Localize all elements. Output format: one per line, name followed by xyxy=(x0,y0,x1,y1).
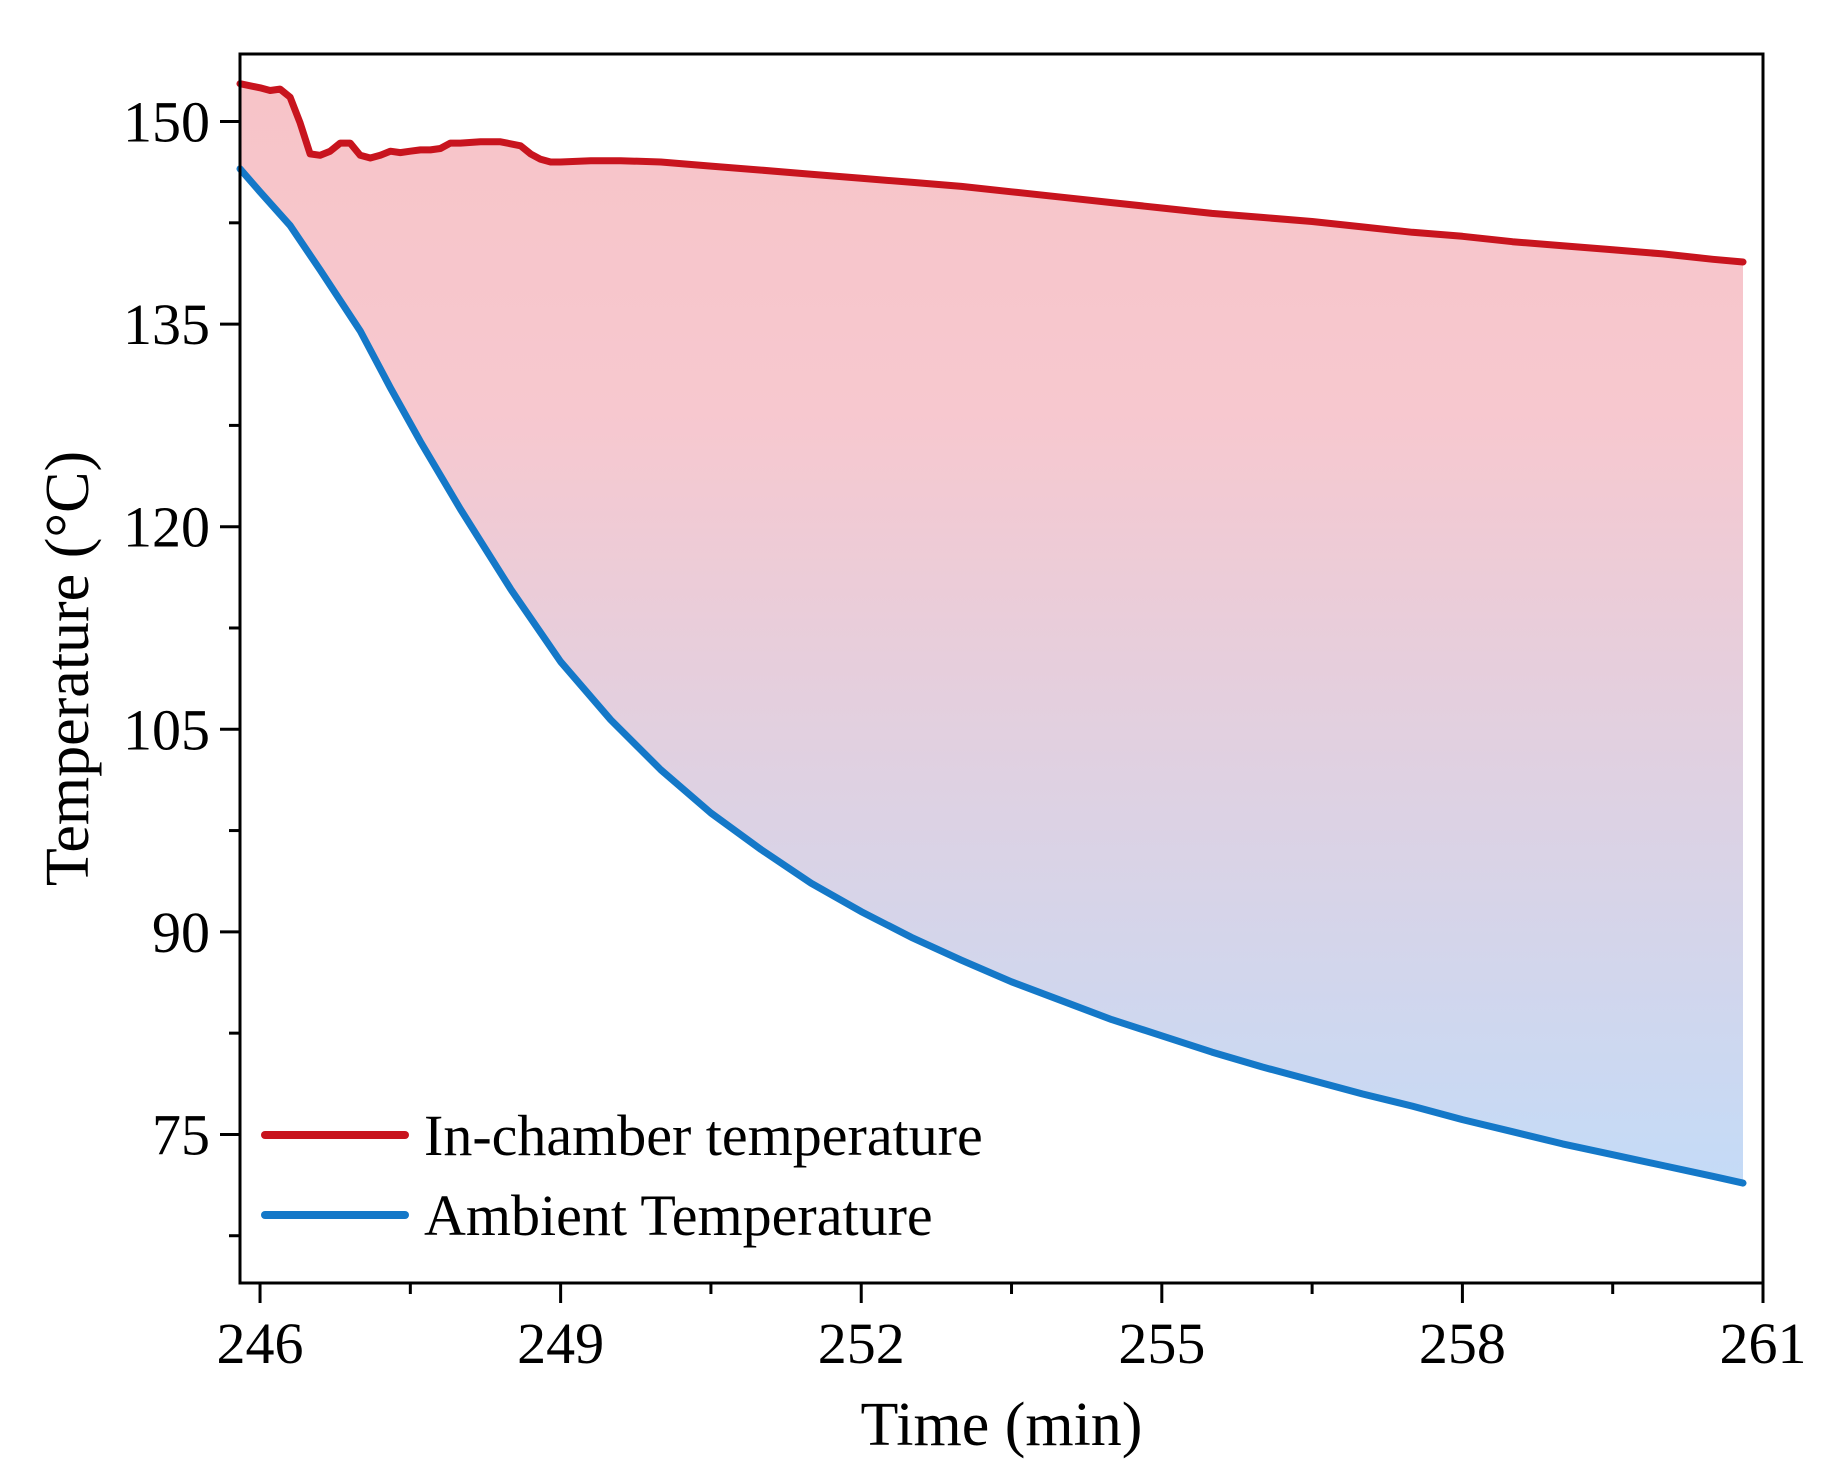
x-axis-title: Time (min) xyxy=(861,1391,1143,1459)
temperature-difference-band xyxy=(240,83,1743,1184)
x-tick-label: 246 xyxy=(217,1311,304,1376)
legend-label: Ambient Temperature xyxy=(424,1183,933,1248)
y-tick-label: 90 xyxy=(152,900,210,965)
plot-frame xyxy=(238,52,1765,1285)
x-tick-label: 249 xyxy=(517,1311,604,1376)
x-tick-label: 261 xyxy=(1720,1311,1807,1376)
y-tick-label: 120 xyxy=(123,495,210,560)
y-tick-label: 75 xyxy=(152,1102,210,1167)
series-line-ambient xyxy=(236,165,1747,1187)
y-tick-label: 105 xyxy=(123,697,210,762)
legend: In-chamber temperature Ambient Temperatur… xyxy=(261,1103,983,1248)
y-tick-label: 150 xyxy=(123,90,210,155)
legend-label: In-chamber temperature xyxy=(424,1103,983,1168)
x-tick-label: 252 xyxy=(818,1311,905,1376)
x-tick-label: 258 xyxy=(1419,1311,1506,1376)
y-axis-title: Temperature (°C) xyxy=(34,451,102,886)
series-line-in-chamber xyxy=(236,80,1747,266)
x-tick-label: 255 xyxy=(1118,1311,1205,1376)
y-tick-label: 135 xyxy=(123,292,210,357)
